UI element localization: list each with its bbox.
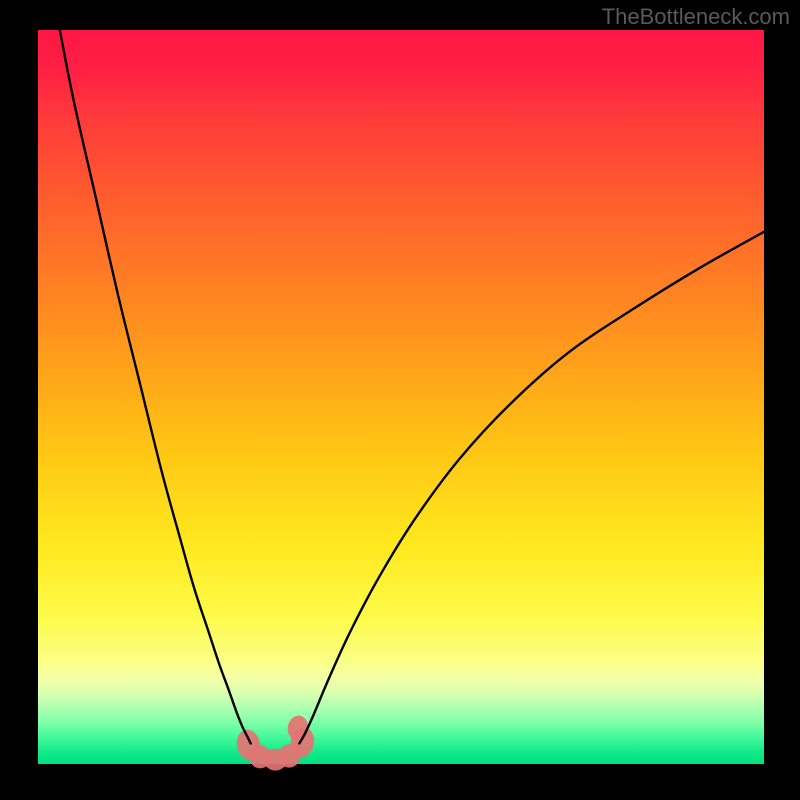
- curve-right: [299, 232, 764, 744]
- chart-canvas: TheBottleneck.com: [0, 0, 800, 800]
- plot-area: [38, 30, 764, 764]
- bottom-marker-cluster: [234, 714, 317, 771]
- curve-overlay: [38, 30, 764, 764]
- watermark-label: TheBottleneck.com: [602, 4, 790, 30]
- curve-left: [60, 30, 251, 743]
